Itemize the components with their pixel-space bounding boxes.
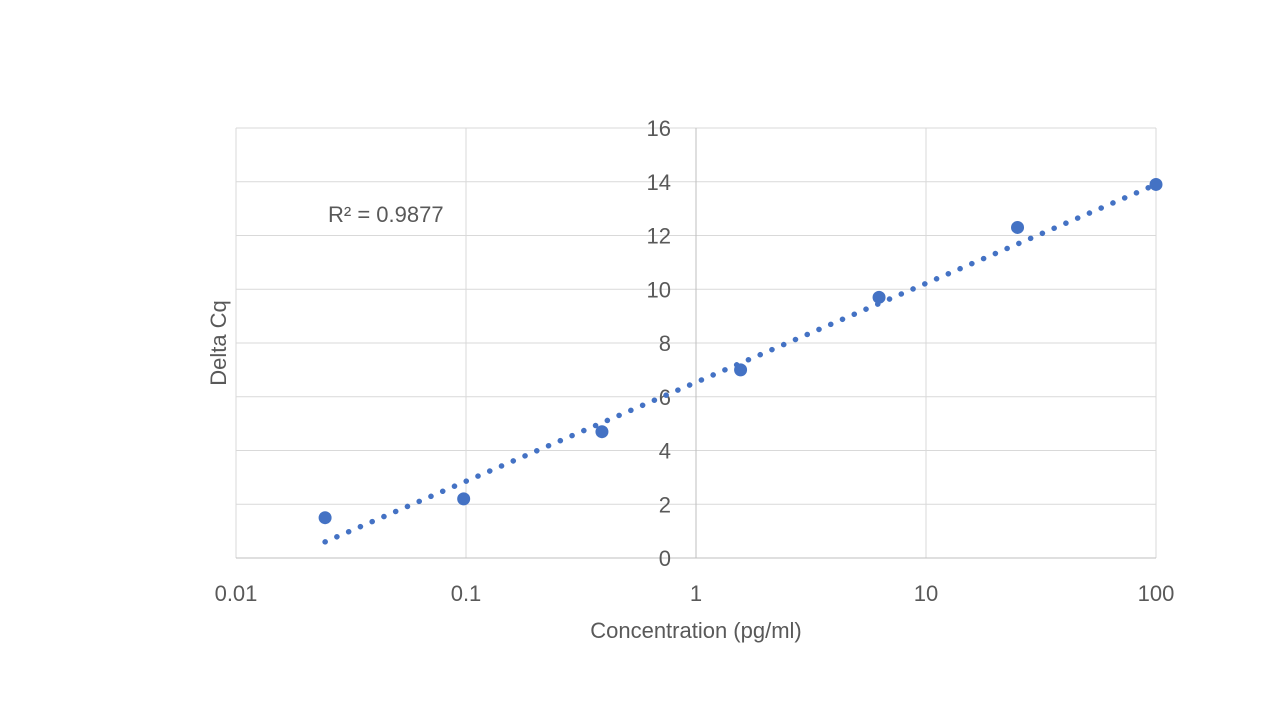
- data-point: [872, 290, 886, 304]
- y-tick-label: 8: [659, 331, 671, 356]
- trendline: [322, 181, 1159, 545]
- data-point: [595, 425, 609, 439]
- data-point: [1011, 220, 1025, 234]
- x-axis-title: Concentration (pg/ml): [590, 618, 802, 643]
- y-tick-label: 0: [659, 546, 671, 571]
- y-tick-label: 4: [659, 439, 671, 464]
- x-tick-label: 100: [1138, 581, 1175, 606]
- data-points: [318, 177, 1163, 525]
- x-tick-label: 0.01: [215, 581, 258, 606]
- y-tick-label: 16: [647, 116, 671, 141]
- x-tick-label: 0.1: [451, 581, 482, 606]
- y-tick-label: 2: [659, 492, 671, 517]
- r-squared-annotation: R² = 0.9877: [328, 202, 444, 227]
- data-point: [1149, 177, 1163, 191]
- data-point: [318, 511, 332, 525]
- data-point: [734, 363, 748, 377]
- x-tick-label: 1: [690, 581, 702, 606]
- y-tick-label: 10: [647, 277, 671, 302]
- y-tick-label: 12: [647, 224, 671, 249]
- x-tick-label: 10: [914, 581, 938, 606]
- x-axis-tick-labels: 0.01 0.1 1 10 100: [215, 581, 1175, 606]
- data-point: [457, 492, 471, 506]
- y-axis-tick-labels: 0246810121416: [647, 116, 671, 571]
- y-axis-title: Delta Cq: [206, 300, 231, 386]
- grid: [235, 127, 1157, 559]
- trendline-path: [322, 181, 1159, 545]
- y-tick-label: 14: [647, 170, 671, 195]
